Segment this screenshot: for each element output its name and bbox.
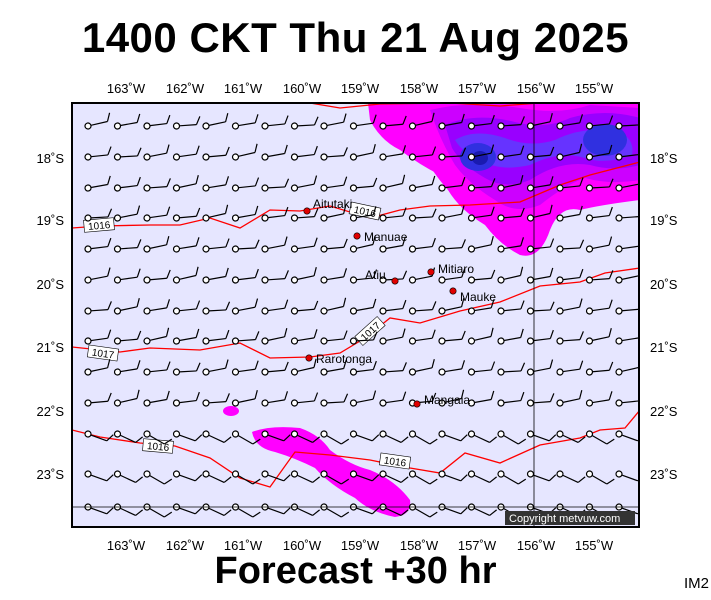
copyright-text: Copyright metvuw.com [509, 513, 620, 525]
rain-area-south [223, 406, 411, 517]
latitude-label: 20˚S [650, 277, 678, 292]
latitude-label: 21˚S [650, 340, 678, 355]
isobar-1016-north [72, 161, 639, 229]
isobar-label: 1016 [353, 205, 377, 220]
latitude-label: 22˚S [37, 404, 65, 419]
place-label: Mitiaro [438, 262, 474, 276]
island-mitiaro [427, 268, 435, 276]
longitude-label: 158˚W [400, 538, 439, 553]
latitude-label: 22˚S [650, 404, 678, 419]
longitude-label: 155˚W [575, 81, 614, 96]
longitude-label: 156˚W [517, 538, 556, 553]
image-code: IM2 [683, 575, 709, 592]
longitude-label: 162˚W [166, 81, 205, 96]
island-aitutaki [303, 207, 311, 215]
isobar-1016-south [72, 410, 639, 488]
isobar-label: 1016 [383, 456, 407, 470]
place-label: Atiu [365, 268, 386, 282]
longitude-label: 161˚W [224, 538, 263, 553]
copyright-box [505, 511, 635, 525]
longitude-label: 157˚W [458, 538, 497, 553]
longitude-labels-bottom: 163˚W 162˚W 161˚W 160˚W 159˚W 158˚W 157˚W 156˚W… [107, 538, 614, 553]
latitude-labels-right: 18˚S 19˚S 20˚S 21˚S 22˚S 23˚S [650, 151, 678, 482]
island-atiu [391, 277, 399, 285]
island-rarotonga [305, 354, 313, 362]
longitude-label: 161˚W [224, 81, 263, 96]
longitude-label: 158˚W [400, 81, 439, 96]
map-frame [71, 102, 640, 528]
island-manuae [353, 232, 361, 240]
place-label: Mauke [460, 290, 496, 304]
place-label: Manuae [364, 230, 408, 244]
longitude-label: 163˚W [107, 81, 146, 96]
place-label: Aitutaki [313, 197, 352, 211]
latitude-label: 20˚S [37, 277, 65, 292]
isobar-label: 1016 [88, 220, 112, 233]
place-label: Rarotonga [316, 352, 372, 366]
island-mangaia [413, 400, 421, 408]
latitude-label: 23˚S [37, 467, 65, 482]
place-label: Mangaia [424, 393, 470, 407]
longitude-label: 159˚W [341, 81, 380, 96]
longitude-label: 163˚W [107, 538, 146, 553]
latitude-label: 18˚S [37, 151, 65, 166]
longitude-label: 162˚W [166, 538, 205, 553]
map-title: 1400 CKT Thu 21 Aug 2025 [81, 14, 630, 61]
latitude-label: 23˚S [650, 467, 678, 482]
forecast-label: Forecast +30 hr [214, 550, 497, 592]
islands: Aitutaki Manuae Mitiaro Atiu Mauke Rarot… [303, 197, 496, 408]
longitude-label: 156˚W [517, 81, 556, 96]
isobar-label: 1017 [91, 348, 115, 362]
latitude-label: 21˚S [37, 340, 65, 355]
latitude-label: 19˚S [37, 213, 65, 228]
longitude-label: 155˚W [575, 538, 614, 553]
longitude-label: 160˚W [283, 81, 322, 96]
longitude-labels-top: 163˚W 162˚W 161˚W 160˚W 159˚W 158˚W 157˚W 156˚W… [107, 81, 614, 96]
longitude-label: 159˚W [341, 538, 380, 553]
longitude-label: 157˚W [458, 81, 497, 96]
longitude-label: 160˚W [283, 538, 322, 553]
latitude-labels-left: 18˚S 19˚S 20˚S 21˚S 22˚S 23˚S [37, 151, 65, 482]
latitude-label: 18˚S [650, 151, 678, 166]
latitude-label: 19˚S [650, 213, 678, 228]
island-mauke [449, 287, 457, 295]
